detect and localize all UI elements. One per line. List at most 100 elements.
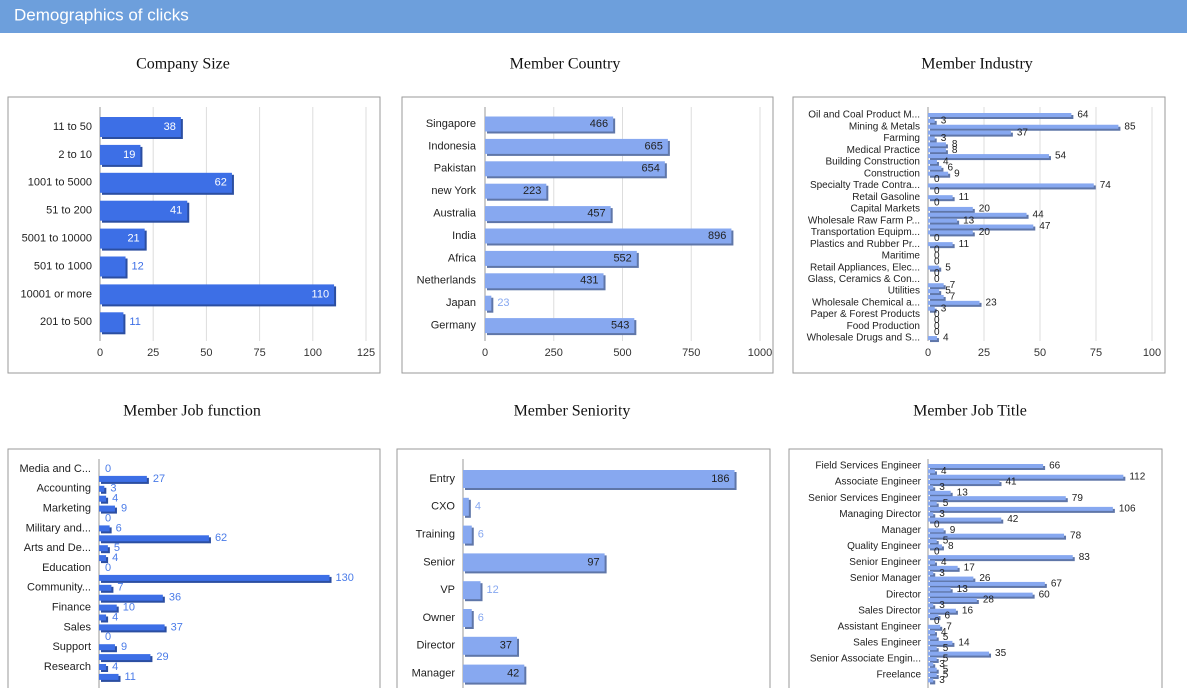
category-label: Training: [416, 529, 455, 541]
bar: [928, 124, 1119, 129]
data-label: 5: [943, 664, 949, 675]
data-label: 896: [708, 230, 726, 242]
bar: [928, 283, 944, 288]
bar: [100, 228, 145, 249]
category-label: Japan: [446, 297, 476, 309]
bar: [928, 306, 935, 311]
bar: [928, 544, 942, 549]
bar: [485, 138, 668, 154]
x-tick-label: 250: [545, 347, 563, 359]
bar: [928, 165, 942, 170]
category-label: Sales: [63, 621, 91, 633]
category-label: Pakistan: [434, 163, 476, 175]
chart-title: Member Country: [510, 56, 621, 73]
bar: [928, 171, 949, 176]
category-label: Retail Appliances, Elec...: [810, 262, 920, 273]
data-label: 186: [711, 473, 729, 485]
bar: [928, 300, 980, 305]
bar: [928, 242, 953, 247]
data-label: 29: [156, 651, 168, 663]
bar: [485, 183, 547, 199]
data-label: 6: [478, 612, 484, 624]
bar: [928, 635, 937, 640]
chart-title: Member Industry: [921, 56, 1033, 73]
chart-title: Member Job Title: [913, 403, 1027, 420]
bar: [928, 154, 1049, 159]
data-label: 13: [957, 584, 969, 595]
data-label: 4: [112, 493, 118, 505]
data-label: 37: [500, 640, 512, 652]
data-label: 27: [153, 473, 165, 485]
data-label: 5: [114, 542, 120, 554]
bar: [928, 136, 935, 141]
data-label: 9: [121, 641, 127, 653]
category-label: Military and...: [26, 522, 91, 534]
category-label: Plastics and Rubber Pr...: [810, 239, 920, 250]
data-label: 13: [957, 487, 969, 498]
bar: [928, 592, 1033, 597]
data-label: 106: [1119, 504, 1136, 515]
bar: [928, 656, 937, 661]
bar: [928, 603, 934, 608]
bar: [928, 555, 1073, 560]
data-label: 42: [1007, 514, 1019, 525]
category-label: new York: [431, 185, 476, 197]
data-label: 112: [1129, 471, 1145, 482]
category-label: Medical Practice: [847, 145, 921, 156]
bar: [928, 598, 977, 602]
bar: [99, 673, 119, 680]
data-label: 13: [963, 215, 975, 226]
chart-panel: [7, 448, 381, 688]
chart-title: Company Size: [136, 56, 230, 73]
bar: [485, 228, 732, 244]
data-label: 3: [939, 659, 945, 670]
category-label: Food Production: [847, 321, 920, 332]
bar: [99, 644, 115, 651]
x-tick-label: 1000: [748, 347, 772, 359]
data-label: 0: [934, 251, 940, 262]
bar: [928, 662, 934, 667]
category-label: 2 to 10: [58, 149, 92, 161]
data-label: 3: [941, 133, 947, 144]
data-label: 5: [943, 670, 949, 681]
bar: [928, 218, 958, 223]
category-label: Australia: [433, 208, 477, 220]
data-label: 35: [995, 648, 1007, 659]
bar: [928, 528, 944, 533]
data-label: 11: [129, 316, 140, 328]
x-tick-label: 0: [925, 347, 931, 359]
category-label: Indonesia: [428, 140, 477, 152]
bar: [99, 614, 107, 621]
data-label: 62: [215, 532, 227, 544]
data-label: 0: [934, 186, 940, 197]
bar: [99, 574, 330, 581]
data-label: 6: [947, 162, 953, 173]
data-label: 17: [964, 562, 976, 573]
bar: [100, 172, 232, 193]
data-label: 74: [1100, 180, 1112, 191]
bar: [463, 581, 481, 600]
data-label: 4: [112, 611, 118, 623]
data-label: 41: [1006, 477, 1018, 488]
bar: [928, 667, 937, 672]
category-label: Director: [416, 640, 455, 652]
data-label: 0: [934, 256, 940, 267]
bar: [928, 480, 1000, 485]
data-label: 64: [1077, 110, 1089, 121]
data-label: 66: [1049, 461, 1061, 472]
category-label: VP: [440, 584, 455, 596]
bar: [928, 630, 935, 635]
data-label: 7: [950, 292, 956, 303]
bar: [928, 113, 1072, 117]
data-label: 78: [1070, 530, 1082, 541]
bar: [928, 673, 937, 678]
data-label: 9: [950, 525, 956, 536]
data-label: 3: [939, 568, 945, 579]
category-label: Education: [42, 562, 91, 574]
bar: [928, 212, 1027, 217]
category-label: Utilities: [888, 286, 920, 297]
bar: [99, 505, 115, 512]
data-label: 47: [1039, 221, 1051, 232]
bar: [928, 195, 953, 200]
